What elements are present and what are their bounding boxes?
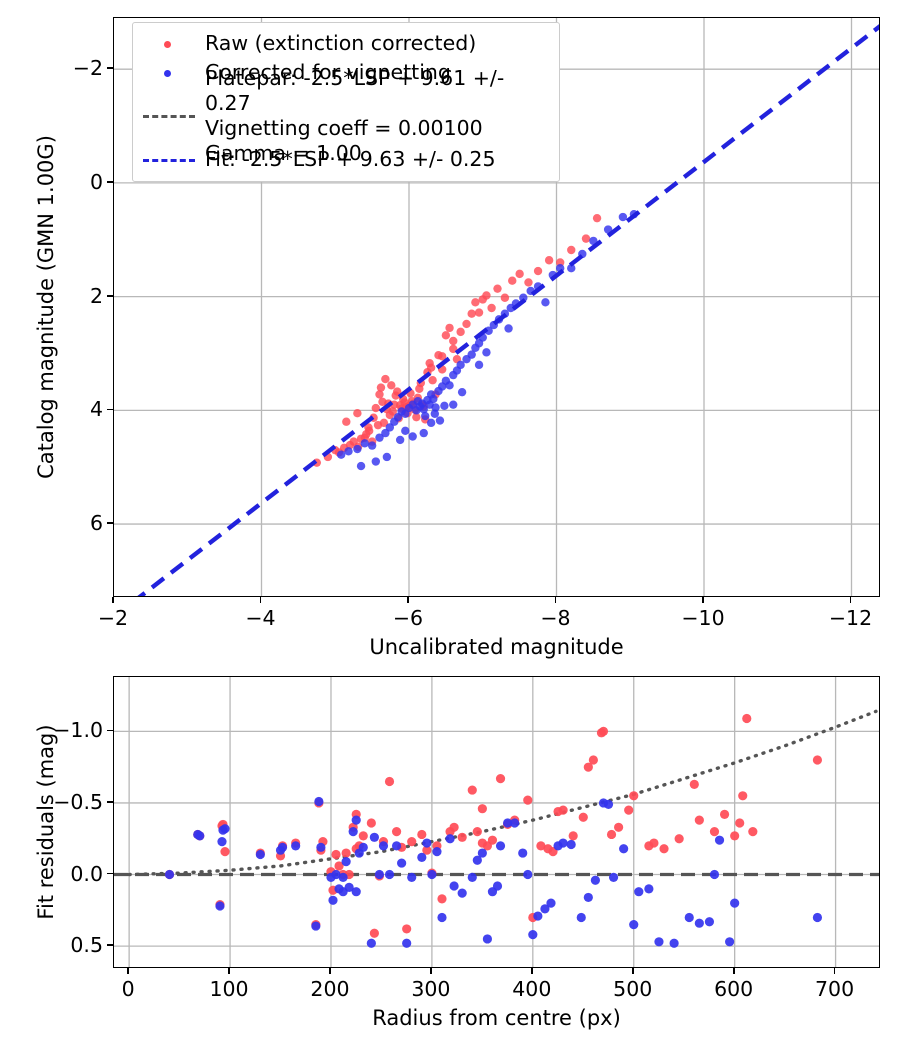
x-tick-mark [531,968,533,974]
y-tick-label: 2 [89,283,103,308]
x-tick-label: −12 [828,606,873,630]
legend-entry[interactable]: Corrected for vignetting [143,58,549,87]
x-tick-label: −6 [392,606,424,630]
x-tick-mark [430,968,432,974]
x-tick-mark [554,597,557,603]
x-tick-label: 500 [613,977,653,1001]
y-tick-mark [107,801,113,803]
x-tick-label: 0 [121,977,135,1001]
calibration-y-axis-title: Catalog magnitude (GMN 1.00G) [34,135,58,479]
x-tick-label: −8 [540,606,571,630]
x-tick-mark [127,968,130,974]
legend-dashed-line-icon [143,158,195,162]
legend-label: Fit: -2.5*LSP + 9.63 +/- 0.25 [205,147,496,171]
x-tick-mark [833,968,836,974]
legend-entry[interactable]: Platepar: -2.5*LSP + 9.61 +/- 0.27 Vigne… [143,66,549,165]
y-tick-mark [107,872,113,875]
residuals-y-axis-title: Fit residuals (mag) [34,724,58,920]
x-tick-mark [702,597,704,603]
residuals-plot-canvas [114,677,879,967]
x-tick-mark [259,597,262,603]
y-tick-mark [107,729,113,732]
x-tick-label: 700 [815,977,855,1001]
x-tick-label: 100 [209,977,249,1001]
y-tick-mark [107,522,113,524]
y-tick-mark [107,67,113,70]
x-tick-mark [329,968,331,974]
x-tick-mark [732,968,735,974]
calibration-x-axis-title: Uncalibrated magnitude [369,635,624,659]
legend-marker-dot-icon [164,69,171,77]
x-tick-label: 400 [512,977,552,1001]
y-tick-mark [107,181,113,183]
x-tick-label: −4 [245,606,276,630]
y-tick-label: −1.0 [53,718,103,743]
residuals-x-axis-title: Radius from centre (px) [372,1006,621,1030]
legend-label: Corrected for vignetting [205,60,451,84]
y-tick-label: 4 [89,397,103,422]
legend-entry[interactable]: Raw (extinction corrected) [143,29,549,58]
y-tick-label: 0 [89,169,103,194]
x-tick-mark [631,968,634,974]
y-tick-label: 0.5 [70,933,103,958]
x-tick-mark [849,597,852,603]
legend-handle-line [143,104,195,128]
y-tick-label: 0.0 [70,861,103,886]
x-tick-label: −10 [681,606,725,630]
legend-label: Platepar: -2.5*LSP + 9.61 +/- 0.27 Vigne… [205,66,505,165]
fit-residuals-plot [113,676,880,968]
legend-handle-marker [143,32,195,56]
legend-handle-line [143,148,195,172]
calibration-plot-canvas [114,18,879,596]
x-tick-label: −2 [97,606,129,630]
legend-dashed-line-icon [143,115,195,118]
x-tick-mark [228,968,230,974]
x-tick-mark [407,597,409,603]
x-tick-label: 200 [310,977,350,1001]
x-tick-mark [112,597,114,603]
calibration-legend: Raw (extinction corrected) Corrected for … [132,22,560,182]
y-tick-mark [107,408,113,411]
y-tick-mark [107,294,113,297]
legend-label: Raw (extinction corrected) [205,31,477,55]
y-tick-label: −0.5 [53,789,103,814]
y-tick-label: 6 [89,511,103,536]
y-tick-mark [107,944,113,946]
x-tick-label: 600 [714,977,754,1001]
legend-marker-dot-icon [164,40,171,48]
legend-handle-marker [143,61,195,85]
y-tick-label: −2 [72,56,103,81]
x-tick-label: 300 [411,977,451,1001]
legend-entry[interactable]: Fit: -2.5*LSP + 9.63 +/- 0.25 [143,145,549,174]
